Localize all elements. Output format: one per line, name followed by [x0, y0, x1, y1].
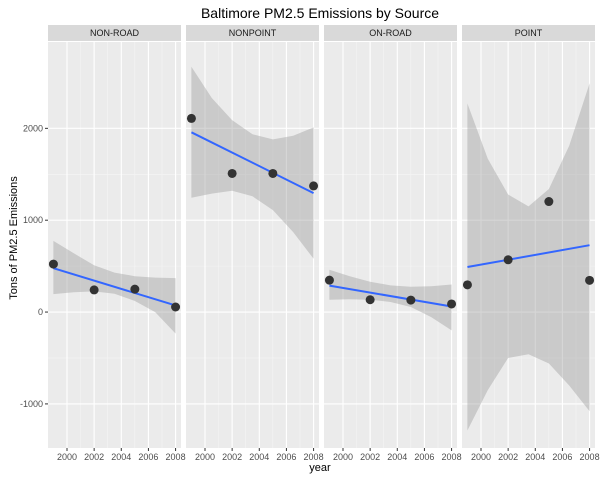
- x-tick-label: 2002: [84, 452, 104, 462]
- x-tick-label: 2004: [111, 452, 131, 462]
- x-tick-label: 2004: [387, 452, 407, 462]
- facet-strip-label: NONPOINT: [229, 28, 277, 38]
- x-tick-label: 2004: [249, 452, 269, 462]
- x-tick-label: 2002: [498, 452, 518, 462]
- panel-background: [186, 42, 319, 448]
- data-point: [585, 275, 595, 285]
- data-point: [365, 295, 375, 305]
- regression-line: [467, 244, 590, 269]
- x-tick-label: 2002: [222, 452, 242, 462]
- x-axis-title: year: [309, 462, 331, 474]
- facet-strip-label: POINT: [515, 28, 543, 38]
- x-tick-label: 2000: [471, 452, 491, 462]
- x-tick-label: 2006: [552, 452, 572, 462]
- regression-line: [329, 284, 452, 308]
- x-tick-label: 2008: [166, 452, 186, 462]
- y-tick-label: 2000: [23, 123, 43, 133]
- confidence-band: [329, 269, 452, 331]
- regression-line: [53, 267, 176, 307]
- panel-background: [48, 42, 181, 448]
- x-tick-label: 2008: [304, 452, 324, 462]
- facet-panel-nonpoint: NONPOINT 2000 2002 2004 2006 2008: [186, 25, 324, 462]
- data-point: [48, 259, 58, 269]
- facet-strip-label: NON-ROAD: [90, 28, 139, 38]
- facet-panel-non-road: NON-ROAD 2000 2002 2004 2006 2008: [48, 25, 186, 462]
- data-point: [544, 197, 554, 207]
- y-tick-label: 0: [38, 307, 43, 317]
- data-point: [130, 284, 140, 294]
- data-point: [309, 181, 319, 191]
- y-tick-label: 1000: [23, 215, 43, 225]
- data-point: [503, 255, 513, 265]
- data-point: [171, 302, 181, 312]
- data-point: [324, 275, 334, 285]
- y-axis: -1000 0 1000 2000: [20, 123, 48, 409]
- x-tick-label: 2008: [442, 452, 462, 462]
- facet-strip-label: ON-ROAD: [369, 28, 412, 38]
- data-point: [447, 299, 457, 309]
- x-tick-label: 2006: [276, 452, 296, 462]
- regression-line: [190, 131, 315, 194]
- panel-background: [462, 42, 595, 448]
- data-point: [227, 168, 237, 178]
- x-tick-label: 2006: [414, 452, 434, 462]
- data-point: [462, 280, 472, 290]
- data-point: [186, 113, 196, 123]
- chart-title: Baltimore PM2.5 Emissions by Source: [201, 5, 439, 21]
- x-tick-label: 2002: [360, 452, 380, 462]
- y-tick-label: -1000: [20, 399, 43, 409]
- y-axis-title: Tons of PM2.5 Emissions: [8, 176, 20, 300]
- facet-strip: [324, 25, 457, 41]
- data-point: [406, 295, 416, 305]
- facet-panels: NON-ROAD 2000 2002 2004 2006 2008 NONPOINT 2000…: [48, 25, 600, 462]
- facet-strip: [48, 25, 181, 41]
- x-tick-label: 2000: [195, 452, 215, 462]
- x-tick-label: 2000: [57, 452, 77, 462]
- facet-panel-point: POINT 2000 2002 2004 2006 2008: [462, 25, 600, 462]
- x-tick-label: 2006: [138, 452, 158, 462]
- data-point: [89, 285, 99, 295]
- data-point: [268, 168, 278, 178]
- x-tick-label: 2004: [525, 452, 545, 462]
- facet-panel-on-road: ON-ROAD 2000 2002 2004 2006 2008: [324, 25, 462, 462]
- facet-strip: [186, 25, 319, 41]
- x-tick-label: 2008: [580, 452, 600, 462]
- facet-strip: [462, 25, 595, 41]
- x-tick-label: 2000: [333, 452, 353, 462]
- panel-background: [324, 42, 457, 448]
